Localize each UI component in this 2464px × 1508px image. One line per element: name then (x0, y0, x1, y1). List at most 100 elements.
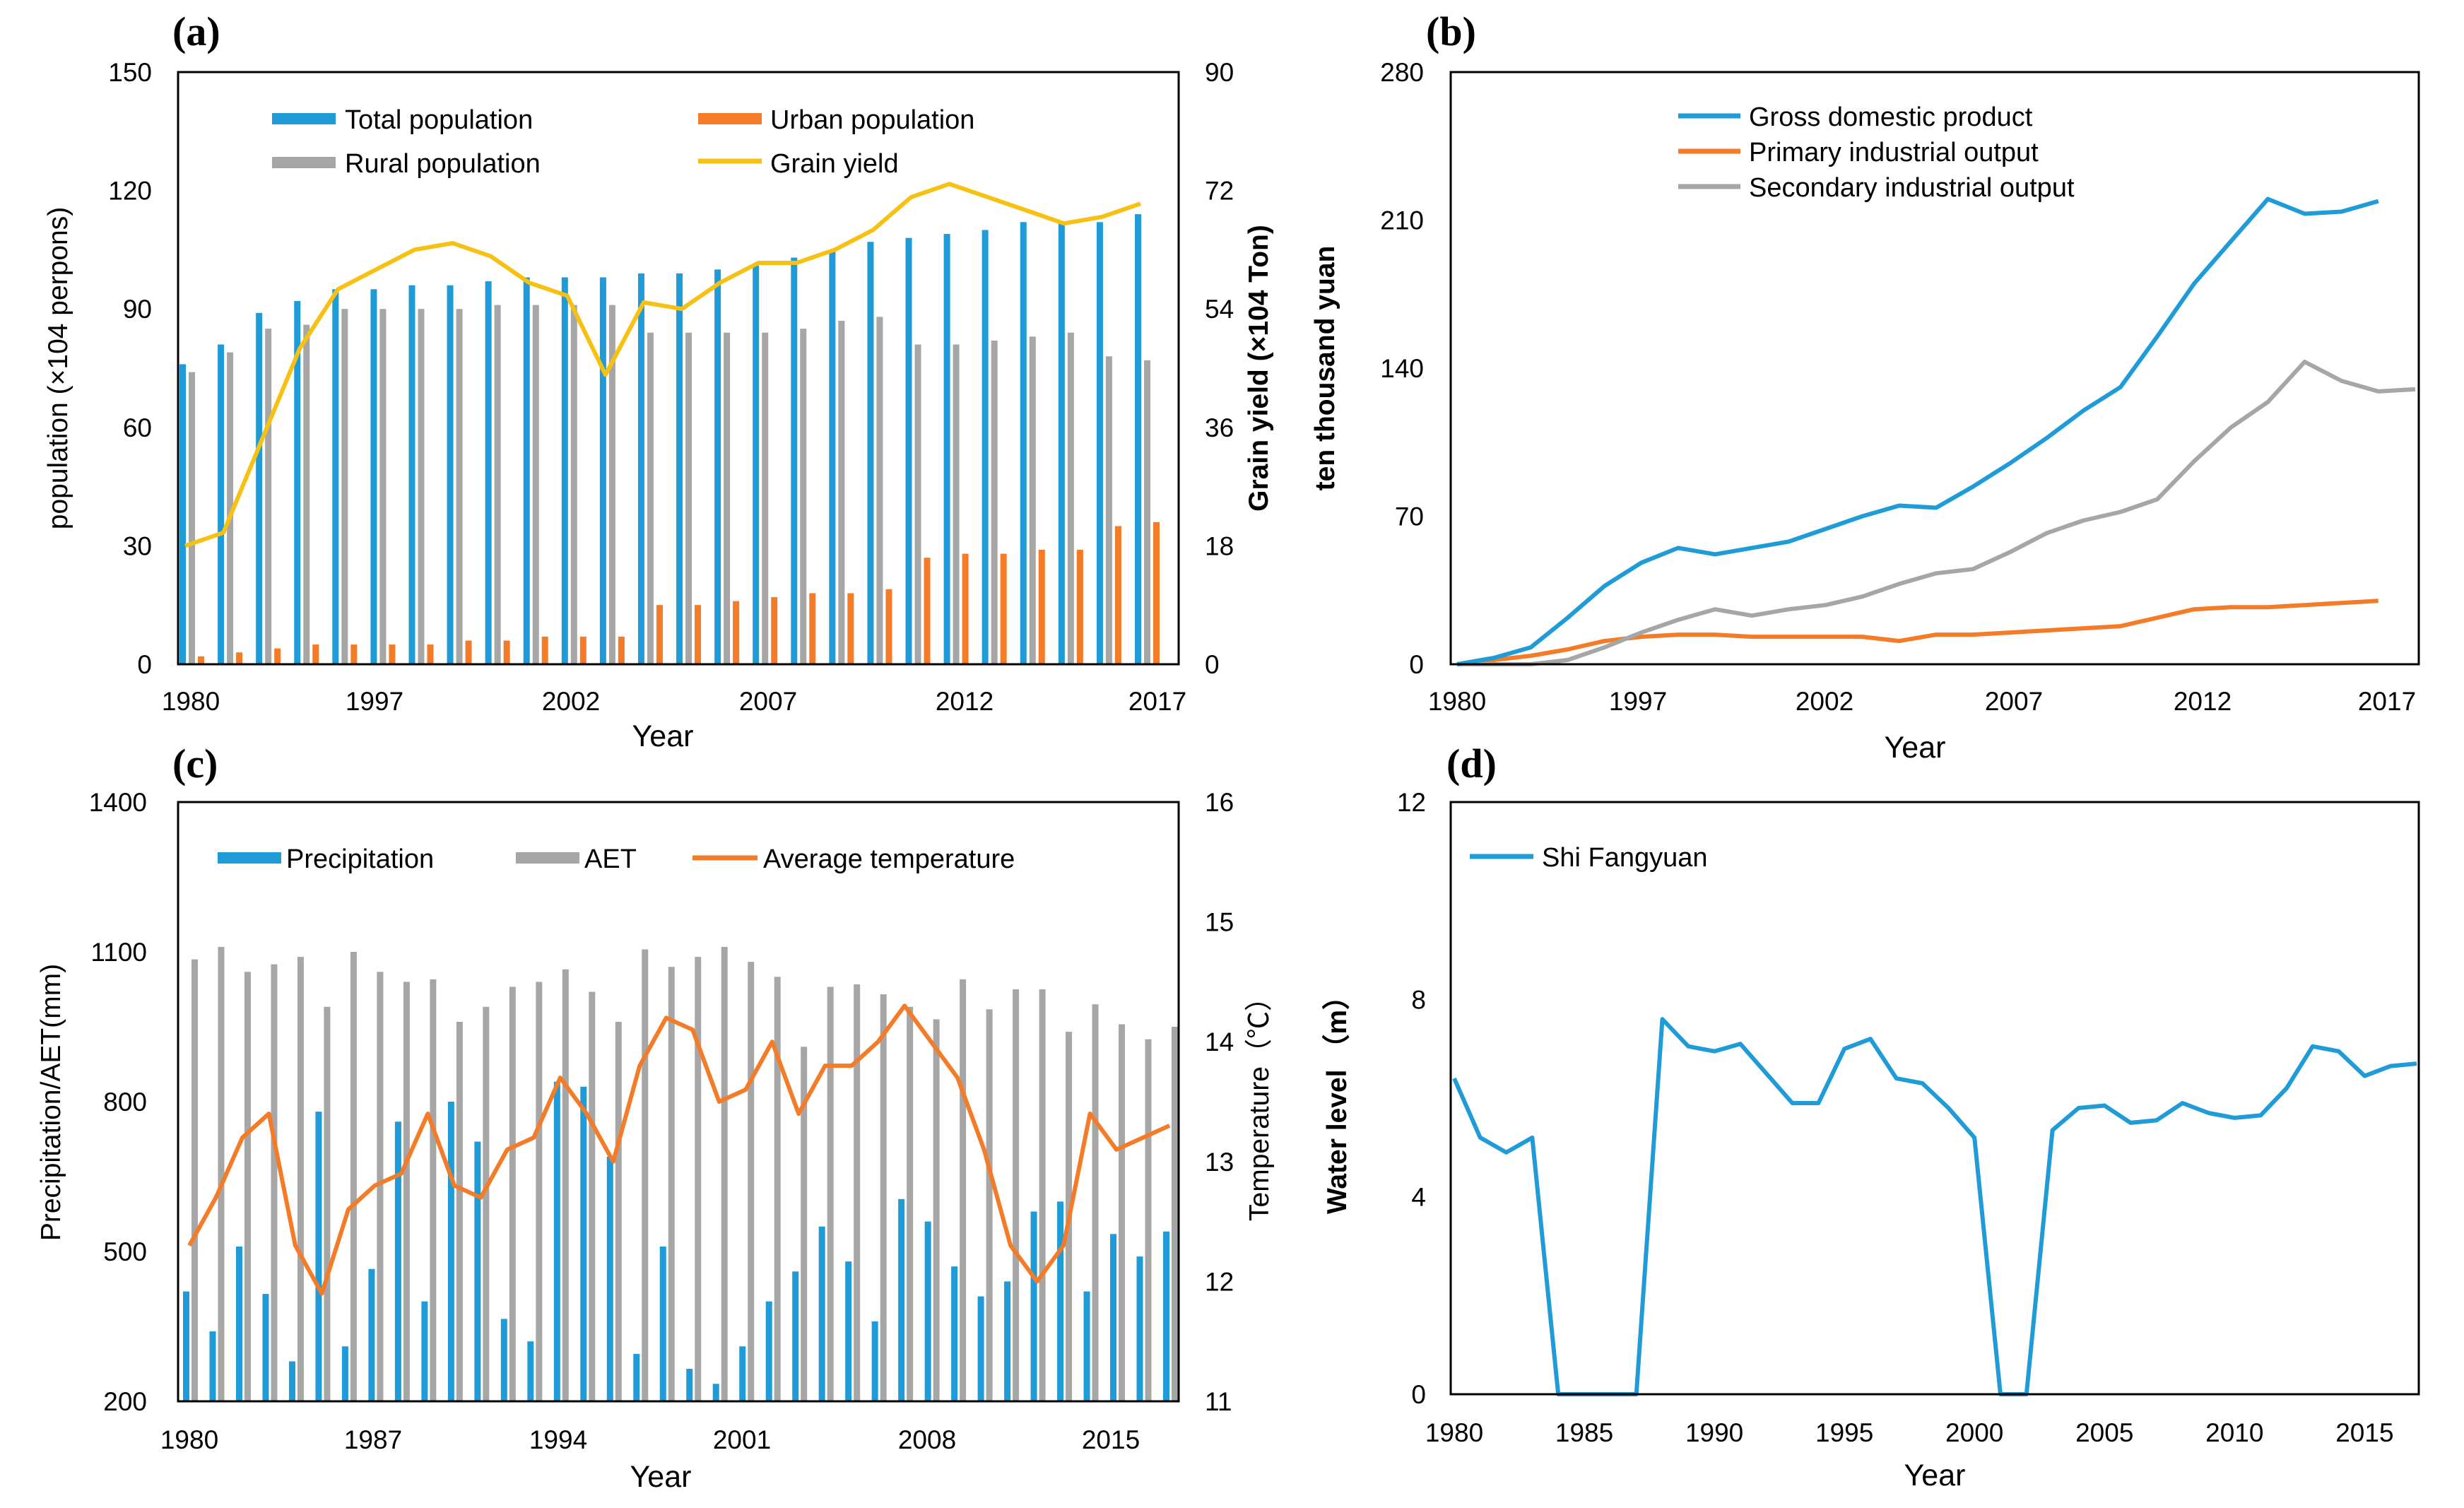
c-legend-swatch-precip (218, 852, 281, 864)
bar-rural-population (227, 352, 234, 664)
bar-precipitation (1004, 1281, 1011, 1401)
tick-label: 1997 (346, 687, 403, 716)
bar-urban-population (733, 601, 740, 664)
bar-total-population (332, 289, 339, 664)
tick-label: 2012 (2174, 687, 2232, 716)
bar-total-population (637, 273, 644, 664)
bar-total-population (561, 277, 568, 664)
tick-label: 1100 (90, 938, 147, 967)
c-right-axis-title: Temperature（℃） (1244, 984, 1275, 1221)
bar-precipitation (1030, 1211, 1037, 1401)
b-legend-secondary: Secondary industrial output (1749, 173, 2075, 203)
tick-label: 1987 (344, 1425, 402, 1454)
bar-total-population (829, 249, 836, 664)
bar-precipitation (977, 1296, 984, 1401)
bar-precipitation (1163, 1231, 1169, 1401)
c-lines (187, 1003, 1171, 1296)
a-left-tick-labels: 0 30 60 90 120 150 (108, 58, 152, 679)
bar-precipitation (1136, 1256, 1143, 1401)
bar-total-population (867, 242, 874, 664)
bar-urban-population (465, 640, 472, 664)
bar-aet (695, 957, 702, 1401)
bar-aet (562, 969, 569, 1401)
bar-precipitation (792, 1271, 799, 1401)
c-legend-swatch-aet (516, 852, 579, 864)
tick-label: 1980 (1425, 1418, 1483, 1447)
bar-urban-population (274, 648, 281, 664)
bar-rural-population (762, 332, 769, 664)
bar-total-population (982, 230, 989, 664)
tick-label: 2012 (936, 687, 994, 716)
bar-urban-population (924, 558, 931, 664)
bar-total-population (791, 257, 798, 664)
bar-aet (1119, 1024, 1126, 1401)
bar-aet (668, 967, 675, 1401)
c-bars (183, 946, 1178, 1401)
bar-aet (986, 1009, 993, 1401)
bar-rural-population (838, 320, 845, 664)
bar-precipitation (527, 1341, 534, 1401)
bar-precipitation (898, 1198, 905, 1401)
tick-label: 13 (1205, 1148, 1234, 1177)
bar-precipitation (1057, 1201, 1064, 1401)
b-y-axis-title: ten thousand yuan (1310, 246, 1340, 491)
bar-aet (1013, 989, 1020, 1401)
a-legend-swatch-total (272, 113, 336, 124)
bar-precipitation (924, 1221, 931, 1401)
bar-urban-population (389, 644, 396, 664)
b-legend-gdp: Gross domestic product (1749, 102, 2033, 132)
bar-precipitation (818, 1226, 825, 1401)
tick-label: 1400 (89, 788, 147, 817)
a-legend-swatch-urban (698, 113, 762, 124)
tick-label: 2017 (2358, 687, 2416, 716)
tick-label: 140 (1380, 354, 1424, 383)
tick-label: 16 (1205, 788, 1234, 817)
tick-label: 280 (1380, 58, 1424, 87)
bar-aet (350, 952, 357, 1401)
tick-label: 2007 (739, 687, 797, 716)
tick-label: 150 (108, 58, 152, 87)
bar-precipitation (341, 1346, 348, 1401)
bar-rural-population (418, 309, 425, 664)
tick-label: 90 (123, 295, 152, 324)
d-legend-shifangyuan: Shi Fangyuan (1542, 843, 1708, 873)
tick-label: 0 (137, 650, 152, 679)
tick-label: 2005 (2075, 1418, 2133, 1447)
bar-precipitation (739, 1346, 746, 1401)
bar-urban-population (427, 644, 434, 664)
line-average-temperature (187, 1003, 1171, 1296)
a-x-tick-labels: 1980 1997 2002 2007 2012 2017 (162, 687, 1186, 716)
bar-rural-population (953, 344, 960, 664)
bar-precipitation (235, 1246, 242, 1401)
bar-aet (1039, 989, 1046, 1401)
b-legend: Gross domestic product Primary industria… (1678, 102, 2075, 203)
tick-label: 18 (1205, 531, 1234, 560)
bar-rural-population (1029, 336, 1036, 664)
bar-aet (456, 1021, 463, 1401)
bar-aet (244, 972, 251, 1401)
bar-precipitation (1083, 1291, 1090, 1401)
bar-urban-population (809, 593, 816, 664)
tick-label: 210 (1380, 206, 1424, 235)
b-lines (1456, 196, 2416, 666)
d-left-tick-labels: 0 4 8 12 (1397, 788, 1426, 1409)
bar-total-population (1096, 222, 1103, 664)
c-x-tick-labels: 1980 1987 1994 2001 2008 2015 (160, 1425, 1140, 1454)
tick-label: 0 (1205, 650, 1220, 679)
panel-c-label: (c) (172, 741, 218, 787)
tick-label: 12 (1205, 1267, 1234, 1296)
a-legend-total: Total population (345, 105, 533, 135)
bar-total-population (599, 277, 606, 664)
a-x-axis-title: Year (632, 719, 694, 753)
bar-rural-population (800, 329, 807, 664)
tick-label: 2002 (1796, 687, 1853, 716)
bar-rural-population (532, 305, 539, 664)
bar-aet (1092, 1004, 1099, 1401)
bar-precipitation (686, 1369, 693, 1401)
bar-aet (721, 946, 728, 1401)
panel-d-water-level: (d) 0 4 8 12 1980 1985 1990 1995 2000 2005 2010 20… (1322, 741, 2420, 1492)
bar-aet (589, 991, 596, 1401)
bar-urban-population (198, 656, 204, 664)
line-secondary-industrial-output (1457, 360, 2416, 666)
bar-urban-population (618, 636, 625, 664)
